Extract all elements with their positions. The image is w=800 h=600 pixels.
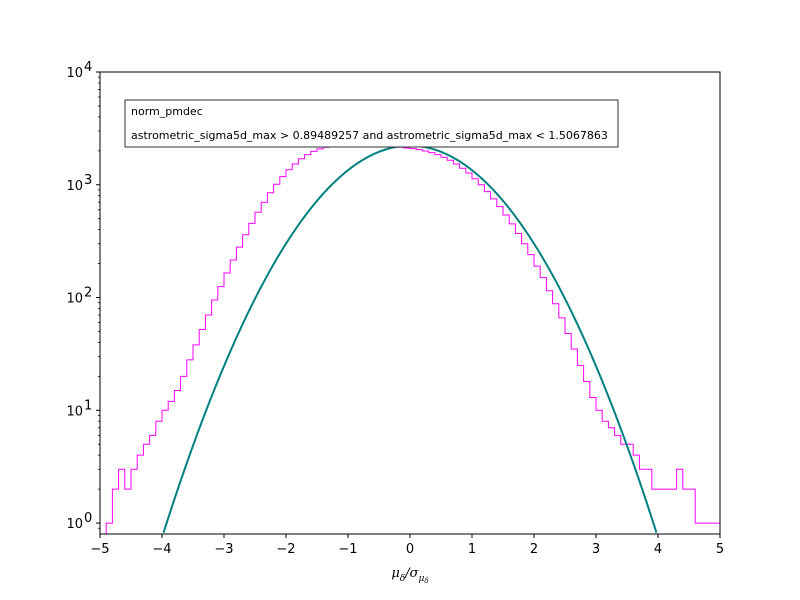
x-tick-label: 1 xyxy=(468,542,476,557)
x-axis-label-sub-sub-delta: δ xyxy=(424,577,428,585)
x-axis-label-sub-mu: μ xyxy=(419,574,425,584)
x-tick-label: −2 xyxy=(276,542,295,557)
x-tick-label: 2 xyxy=(530,542,538,557)
x-tick-label: 3 xyxy=(592,542,600,557)
x-axis-label-mu: μ xyxy=(391,566,399,581)
x-tick-label: 5 xyxy=(716,542,724,557)
y-tick-label: 10 xyxy=(66,404,83,419)
x-tick-label: 0 xyxy=(406,542,414,557)
y-tick-label: 10 xyxy=(66,66,83,81)
legend: norm_pmdec astrometric_sigma5d_max > 0.8… xyxy=(124,99,619,148)
x-tick-label: −1 xyxy=(338,542,357,557)
x-axis-label-slash: /σ xyxy=(403,566,419,581)
x-axis: −5 −4 −3 −2 −1 0 1 2 3 4 5 xyxy=(90,534,724,557)
x-tick-label: −5 xyxy=(90,542,109,557)
legend-line-2: astrometric_sigma5d_max > 0.89489257 and… xyxy=(131,129,608,142)
x-tick-label: −3 xyxy=(214,542,233,557)
y-tick-label-exponent: 1 xyxy=(84,398,92,413)
y-tick-label-exponent: 4 xyxy=(84,60,92,75)
x-axis-label: μδ/σμδ xyxy=(391,566,428,585)
y-tick-label: 10 xyxy=(66,517,83,532)
y-tick-label-exponent: 2 xyxy=(84,286,92,301)
x-tick-label: −4 xyxy=(152,542,171,557)
y-tick-label-exponent: 0 xyxy=(84,511,92,526)
x-tick-label: 4 xyxy=(654,542,662,557)
y-tick-label-exponent: 3 xyxy=(84,173,92,188)
legend-box xyxy=(124,99,619,148)
y-tick-label: 10 xyxy=(66,292,83,307)
x-axis-label-sub-delta: δ xyxy=(400,574,405,584)
y-tick-label: 10 xyxy=(66,179,83,194)
legend-line-1: norm_pmdec xyxy=(131,105,203,118)
